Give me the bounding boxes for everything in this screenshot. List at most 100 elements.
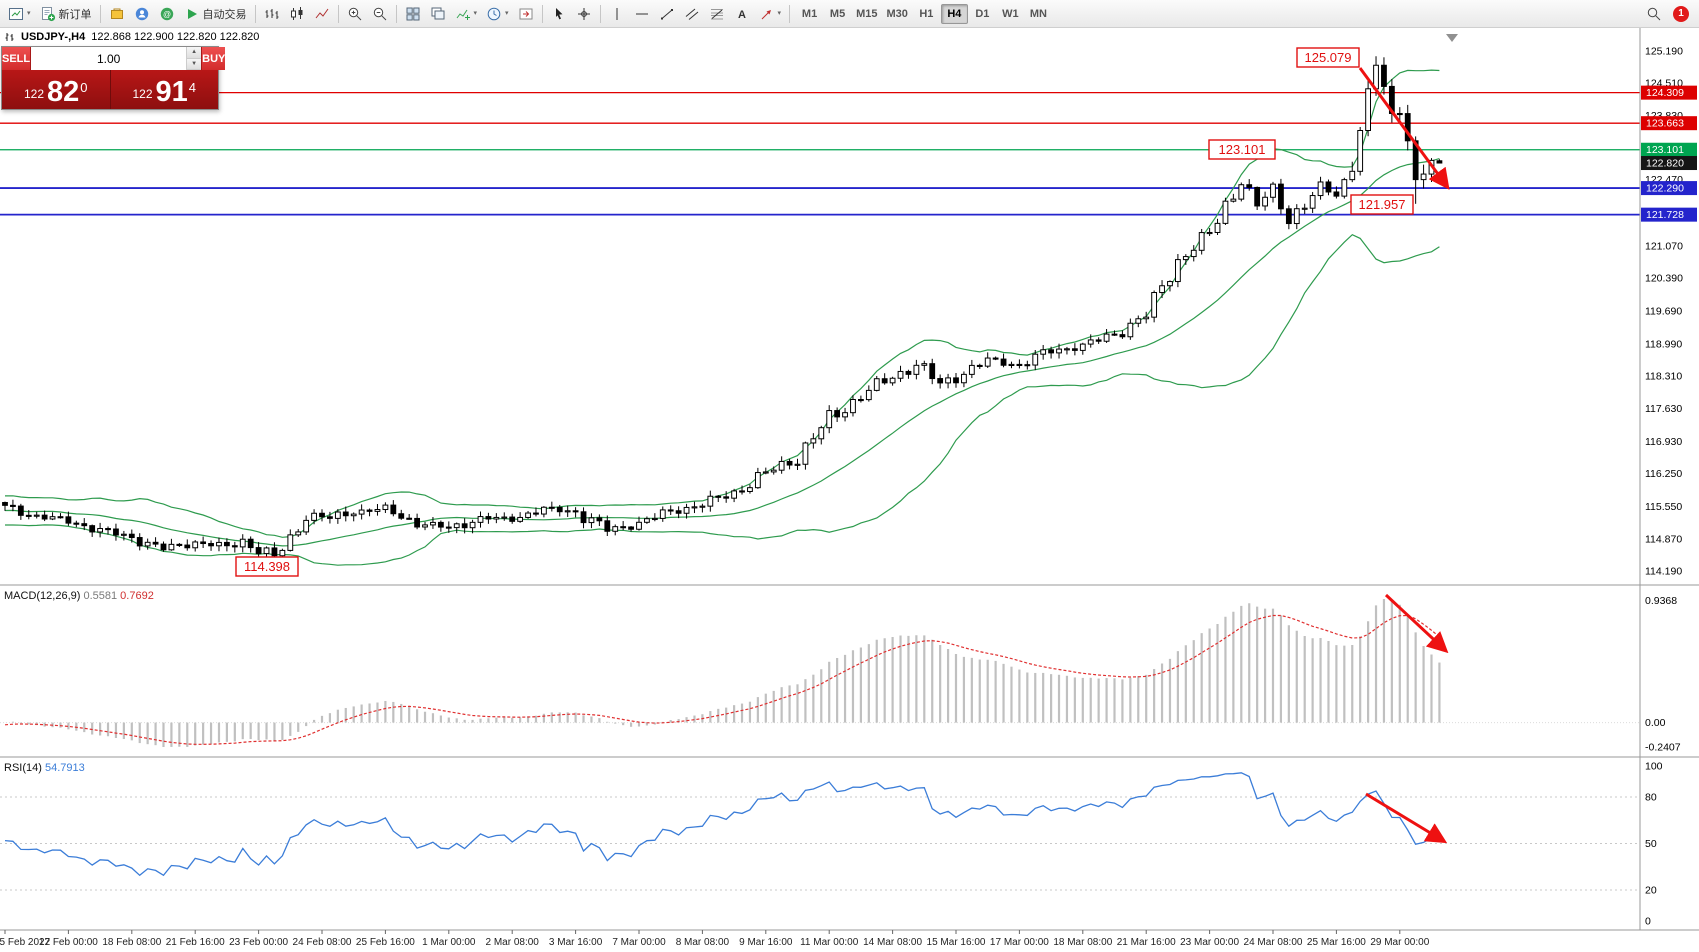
search-button[interactable]: [1642, 3, 1666, 25]
symbol-timeframe: USDJPY-,H4: [21, 31, 86, 43]
price-axis-highlight-label: 122.820: [1646, 158, 1684, 170]
new-chart-button[interactable]: ▾: [4, 3, 35, 25]
timeframe-M1[interactable]: M1: [801, 7, 818, 20]
chart-shift-marker[interactable]: [1446, 34, 1458, 42]
zoom-in-button[interactable]: [343, 3, 367, 25]
new-order-button[interactable]: 新订单: [36, 3, 96, 25]
price-annotation-label: 121.957: [1359, 197, 1406, 212]
horizontal-line-button[interactable]: [630, 3, 654, 25]
time-label: 21 Mar 16:00: [1117, 937, 1176, 948]
macd-signal-line: [4, 614, 1440, 745]
zoom-out-icon: [373, 7, 386, 20]
new-order-label: 新订单: [58, 8, 92, 21]
time-label: 18 Feb 08:00: [102, 937, 161, 948]
volume-up-button[interactable]: ▲: [187, 47, 202, 59]
volume-input[interactable]: [31, 47, 187, 70]
price-divider: [109, 70, 111, 109]
price-axis-highlight: [1641, 207, 1697, 222]
price-axis-highlight: [1641, 142, 1697, 157]
rsi-axis-label: 50: [1645, 838, 1657, 850]
price-annotation-label: 125.079: [1305, 50, 1352, 65]
timeframe-M15[interactable]: M15: [856, 7, 878, 20]
timeframe-W1[interactable]: W1: [1002, 7, 1019, 20]
mql5-button[interactable]: @: [155, 3, 179, 25]
candlestick-icon: [290, 6, 303, 20]
chevron-down-icon: ▾: [473, 10, 478, 17]
price-axis-label: 119.690: [1645, 305, 1682, 317]
line-chart-button[interactable]: [310, 3, 334, 25]
price-axis-label: 121.070: [1645, 240, 1683, 252]
candlestick-button[interactable]: [285, 3, 309, 25]
price-axis-label: 116.930: [1645, 436, 1682, 448]
price-axis-highlight-label: 121.728: [1646, 209, 1684, 221]
trend-arrow[interactable]: [1365, 792, 1448, 844]
chart-shift-button[interactable]: [514, 3, 538, 25]
trend-arrow[interactable]: [1358, 67, 1450, 190]
time-label: 8 Mar 08:00: [676, 937, 730, 948]
price-annotation[interactable]: [1208, 139, 1276, 160]
trend-arrow[interactable]: [1384, 593, 1449, 654]
price-axis-label: 114.870: [1645, 533, 1682, 545]
cursor-button[interactable]: [547, 3, 571, 25]
price-axis-label: 125.190: [1645, 46, 1683, 58]
price-axis-label: 116.250: [1645, 468, 1682, 480]
trendline-button[interactable]: [655, 3, 679, 25]
volume-steppers: ▲ ▼: [186, 47, 202, 70]
buy-button[interactable]: BUY: [201, 47, 226, 70]
sell-price-sup: 0: [80, 80, 88, 95]
timeframe-MN[interactable]: MN: [1029, 7, 1047, 20]
chart-canvas[interactable]: 125.190124.510123.830122.470121.070120.3…: [0, 28, 1699, 952]
price-annotation[interactable]: [235, 556, 299, 577]
time-label: 21 Feb 16:00: [166, 937, 225, 948]
community-button[interactable]: [130, 3, 154, 25]
zoom-in-icon: [348, 7, 361, 20]
buy-price-big: 91: [155, 76, 188, 109]
price-annotation[interactable]: [1350, 194, 1414, 215]
text-label-icon: A: [738, 9, 746, 21]
crosshair-icon: [577, 7, 590, 20]
rsi-line: [4, 772, 1440, 877]
search-icon: [1647, 7, 1661, 20]
time-label: 17 Feb 00:00: [39, 937, 98, 948]
fibonacci-button[interactable]: [705, 3, 729, 25]
period-button[interactable]: ▾: [482, 3, 513, 25]
bar-chart-button[interactable]: [260, 3, 284, 25]
indicator-add-button[interactable]: ▾: [451, 3, 482, 25]
line-chart-icon: [315, 8, 328, 18]
indicator-add-icon: [456, 9, 470, 20]
macd-axis-zero: 0.00: [1645, 717, 1666, 729]
timeframe-M30[interactable]: M30: [886, 7, 908, 20]
time-label: 24 Feb 08:00: [293, 937, 352, 948]
arrow-tool-button[interactable]: ▾: [755, 3, 786, 25]
autotrade-button[interactable]: 自动交易: [180, 3, 251, 25]
volume-down-button[interactable]: ▼: [187, 58, 202, 70]
toolbar-separator: [789, 4, 791, 23]
svg-text:A: A: [738, 9, 746, 21]
crosshair-button[interactable]: [572, 3, 596, 25]
price-axis-highlight: [1641, 116, 1697, 131]
vertical-line-button[interactable]: [605, 3, 629, 25]
sell-price[interactable]: 122 82 0: [2, 70, 110, 109]
mql5-icon: @: [160, 7, 173, 20]
tile-windows-button[interactable]: [401, 3, 425, 25]
timeframe-H4[interactable]: H4: [940, 3, 968, 24]
zoom-out-button[interactable]: [368, 3, 392, 25]
rsi-axis-label: 0: [1645, 916, 1651, 928]
market-button[interactable]: [105, 3, 129, 25]
sell-button[interactable]: SELL: [2, 47, 32, 70]
cascade-windows-button[interactable]: [426, 3, 450, 25]
price-axis-highlight-label: 122.290: [1646, 183, 1684, 195]
chart-shift-icon: [519, 8, 533, 19]
price-annotation[interactable]: [1296, 47, 1360, 68]
timeframe-D1[interactable]: D1: [975, 7, 990, 20]
bar-chart-icon: [265, 8, 279, 19]
notification-badge[interactable]: 1: [1673, 5, 1689, 22]
price-axis-label: 120.390: [1645, 272, 1683, 284]
time-label: 7 Mar 00:00: [612, 937, 666, 948]
text-label-button[interactable]: A: [730, 3, 754, 25]
buy-price[interactable]: 122 91 4: [111, 70, 219, 109]
price-axis-highlight-label: 124.309: [1646, 87, 1684, 99]
channel-button[interactable]: [680, 3, 704, 25]
timeframe-H1[interactable]: H1: [919, 7, 934, 20]
timeframe-M5[interactable]: M5: [829, 7, 846, 20]
